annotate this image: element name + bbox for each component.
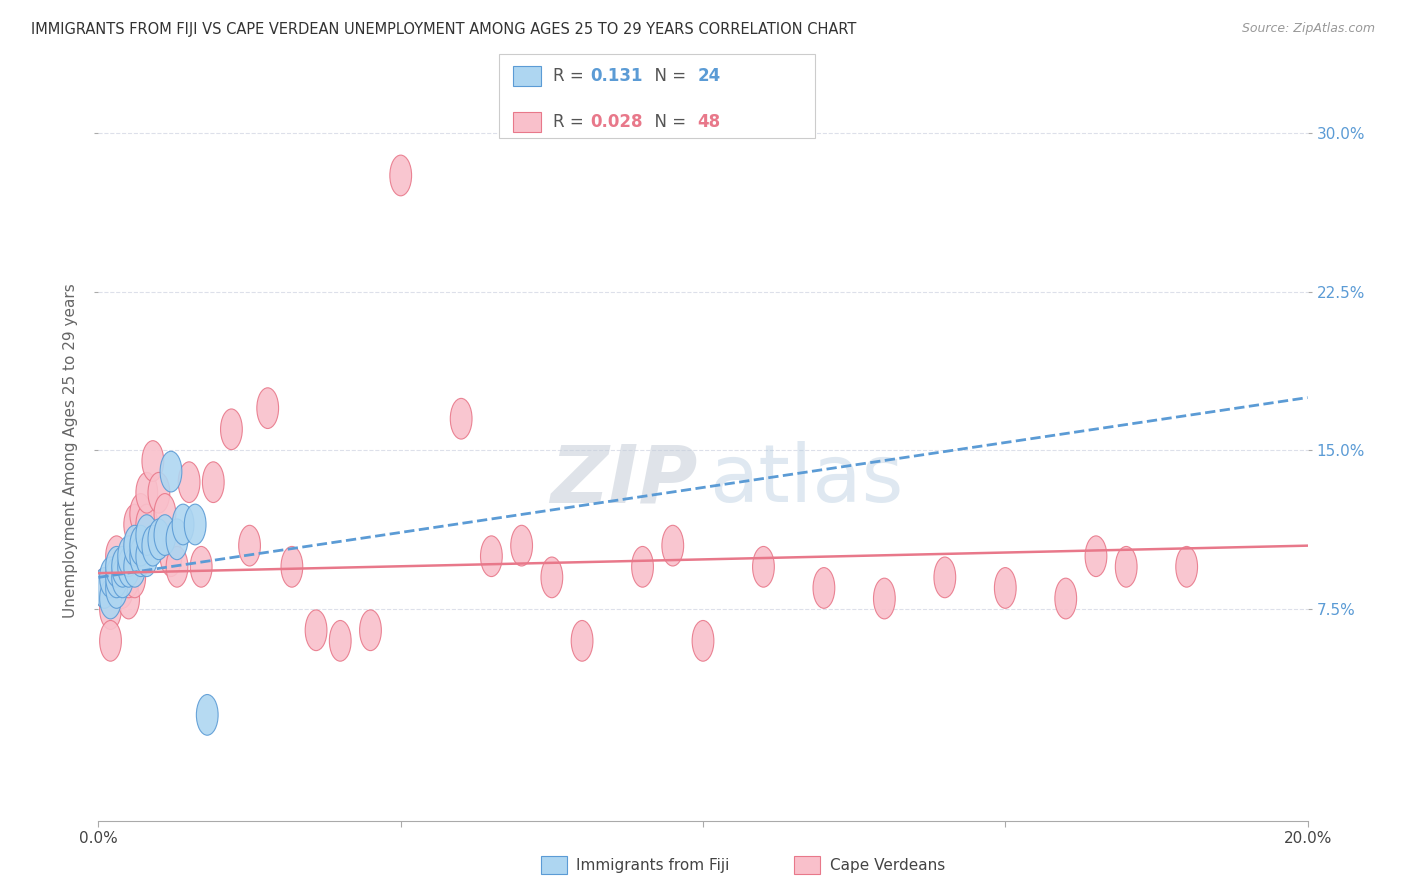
Ellipse shape bbox=[389, 155, 412, 196]
Ellipse shape bbox=[105, 536, 128, 576]
Ellipse shape bbox=[160, 536, 181, 576]
Ellipse shape bbox=[813, 567, 835, 608]
Ellipse shape bbox=[1115, 547, 1137, 587]
Ellipse shape bbox=[662, 525, 683, 566]
Ellipse shape bbox=[142, 525, 163, 566]
Ellipse shape bbox=[197, 695, 218, 735]
Ellipse shape bbox=[94, 567, 115, 608]
Ellipse shape bbox=[239, 525, 260, 566]
Ellipse shape bbox=[541, 557, 562, 598]
Ellipse shape bbox=[1054, 578, 1077, 619]
Ellipse shape bbox=[257, 388, 278, 428]
Ellipse shape bbox=[172, 504, 194, 545]
Ellipse shape bbox=[221, 409, 242, 450]
Ellipse shape bbox=[510, 525, 533, 566]
Ellipse shape bbox=[105, 547, 128, 587]
Ellipse shape bbox=[100, 578, 121, 619]
Ellipse shape bbox=[329, 621, 352, 661]
Ellipse shape bbox=[166, 547, 188, 587]
Ellipse shape bbox=[873, 578, 896, 619]
Ellipse shape bbox=[1085, 536, 1107, 576]
Ellipse shape bbox=[148, 519, 170, 559]
Ellipse shape bbox=[111, 547, 134, 587]
Text: 0.131: 0.131 bbox=[591, 67, 643, 85]
Text: R =: R = bbox=[553, 113, 589, 131]
Ellipse shape bbox=[118, 578, 139, 619]
Ellipse shape bbox=[994, 567, 1017, 608]
Ellipse shape bbox=[184, 504, 207, 545]
Ellipse shape bbox=[136, 515, 157, 556]
Ellipse shape bbox=[105, 557, 128, 598]
Ellipse shape bbox=[118, 536, 139, 576]
Ellipse shape bbox=[166, 519, 188, 559]
Ellipse shape bbox=[160, 451, 181, 492]
Ellipse shape bbox=[142, 441, 163, 482]
Ellipse shape bbox=[481, 536, 502, 576]
Ellipse shape bbox=[124, 504, 146, 545]
Text: atlas: atlas bbox=[709, 441, 904, 519]
Ellipse shape bbox=[305, 610, 328, 650]
Text: R =: R = bbox=[553, 67, 589, 85]
Ellipse shape bbox=[631, 547, 654, 587]
Ellipse shape bbox=[190, 547, 212, 587]
Ellipse shape bbox=[155, 493, 176, 534]
Ellipse shape bbox=[934, 557, 956, 598]
Text: N =: N = bbox=[644, 113, 692, 131]
Ellipse shape bbox=[100, 589, 121, 630]
Ellipse shape bbox=[100, 621, 121, 661]
Ellipse shape bbox=[111, 547, 134, 587]
Ellipse shape bbox=[124, 557, 146, 598]
Ellipse shape bbox=[118, 557, 139, 598]
Ellipse shape bbox=[129, 525, 152, 566]
Ellipse shape bbox=[179, 462, 200, 502]
Ellipse shape bbox=[155, 515, 176, 556]
Ellipse shape bbox=[105, 557, 128, 598]
Ellipse shape bbox=[571, 621, 593, 661]
Ellipse shape bbox=[136, 473, 157, 513]
Y-axis label: Unemployment Among Ages 25 to 29 years: Unemployment Among Ages 25 to 29 years bbox=[63, 283, 79, 618]
Text: Source: ZipAtlas.com: Source: ZipAtlas.com bbox=[1241, 22, 1375, 36]
Ellipse shape bbox=[202, 462, 224, 502]
Text: Immigrants from Fiji: Immigrants from Fiji bbox=[576, 858, 730, 872]
Text: 0.028: 0.028 bbox=[591, 113, 643, 131]
Ellipse shape bbox=[105, 567, 128, 608]
Ellipse shape bbox=[94, 567, 115, 608]
Ellipse shape bbox=[129, 493, 152, 534]
Ellipse shape bbox=[124, 547, 146, 587]
Ellipse shape bbox=[752, 547, 775, 587]
Ellipse shape bbox=[124, 525, 146, 566]
Text: IMMIGRANTS FROM FIJI VS CAPE VERDEAN UNEMPLOYMENT AMONG AGES 25 TO 29 YEARS CORR: IMMIGRANTS FROM FIJI VS CAPE VERDEAN UNE… bbox=[31, 22, 856, 37]
Ellipse shape bbox=[692, 621, 714, 661]
Ellipse shape bbox=[148, 473, 170, 513]
Text: 24: 24 bbox=[697, 67, 721, 85]
Ellipse shape bbox=[360, 610, 381, 650]
Text: ZIP: ZIP bbox=[550, 441, 697, 519]
Ellipse shape bbox=[450, 399, 472, 439]
Ellipse shape bbox=[100, 557, 121, 598]
Ellipse shape bbox=[1175, 547, 1198, 587]
Ellipse shape bbox=[111, 567, 134, 608]
Text: N =: N = bbox=[644, 67, 692, 85]
Text: 48: 48 bbox=[697, 113, 720, 131]
Text: Cape Verdeans: Cape Verdeans bbox=[830, 858, 945, 872]
Ellipse shape bbox=[129, 525, 152, 566]
Ellipse shape bbox=[118, 547, 139, 587]
Ellipse shape bbox=[281, 547, 302, 587]
Ellipse shape bbox=[111, 557, 134, 598]
Ellipse shape bbox=[136, 504, 157, 545]
Ellipse shape bbox=[136, 536, 157, 576]
Ellipse shape bbox=[129, 536, 152, 576]
